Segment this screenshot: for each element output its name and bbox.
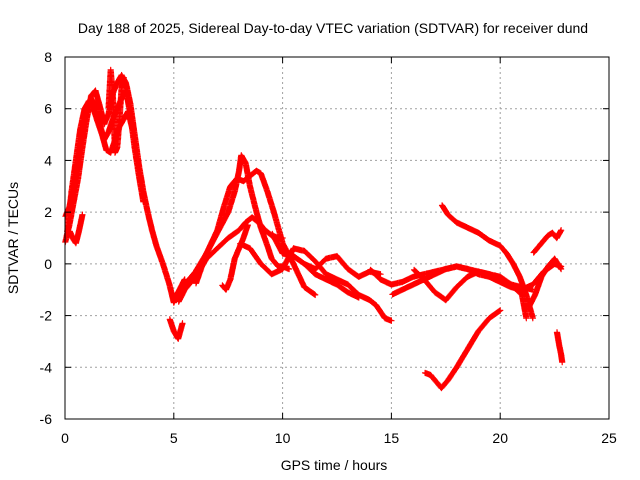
series-track-16 <box>410 266 536 304</box>
x-tick-label: 25 <box>601 430 617 446</box>
series-track-19 <box>530 227 565 256</box>
y-tick-label: -4 <box>40 359 53 375</box>
series-track-10 <box>219 221 251 293</box>
series-track-6 <box>166 316 186 342</box>
series-track-11 <box>237 240 395 324</box>
chart-title: Day 188 of 2025, Sidereal Day-to-day VTE… <box>78 20 588 36</box>
series-track-1 <box>62 71 188 306</box>
series-track-9 <box>192 167 319 299</box>
y-tick-label: 4 <box>44 152 52 168</box>
x-tick-label: 0 <box>61 430 69 446</box>
y-tick-label: -6 <box>40 411 53 427</box>
series-track-4 <box>66 211 86 247</box>
y-tick-label: 8 <box>44 49 52 65</box>
y-tick-label: -2 <box>40 308 53 324</box>
x-axis-label: GPS time / hours <box>281 457 388 473</box>
y-axis-label: SDTVAR / TECUs <box>5 182 21 294</box>
x-tick-label: 10 <box>275 430 291 446</box>
grid-lines <box>65 57 609 419</box>
plot-frame <box>64 56 610 420</box>
series-track-15 <box>389 263 530 322</box>
x-tick-label: 20 <box>492 430 508 446</box>
y-tick-label: 0 <box>44 256 52 272</box>
series-track-12 <box>269 230 384 280</box>
axis-ticks: 0 5 10 15 20 25 -6 -4 -2 0 2 4 6 8 <box>40 49 617 446</box>
series-track-5 <box>105 66 127 156</box>
data-layer <box>62 66 566 392</box>
series-track-20 <box>525 255 565 310</box>
y-tick-label: 2 <box>44 204 52 220</box>
series-track-18 <box>421 307 504 392</box>
series-track-13 <box>302 261 362 301</box>
series-track-8 <box>175 214 286 305</box>
x-tick-label: 5 <box>170 430 178 446</box>
y-tick-label: 6 <box>44 101 52 117</box>
x-tick-label: 15 <box>384 430 400 446</box>
series-track-21 <box>553 329 566 366</box>
